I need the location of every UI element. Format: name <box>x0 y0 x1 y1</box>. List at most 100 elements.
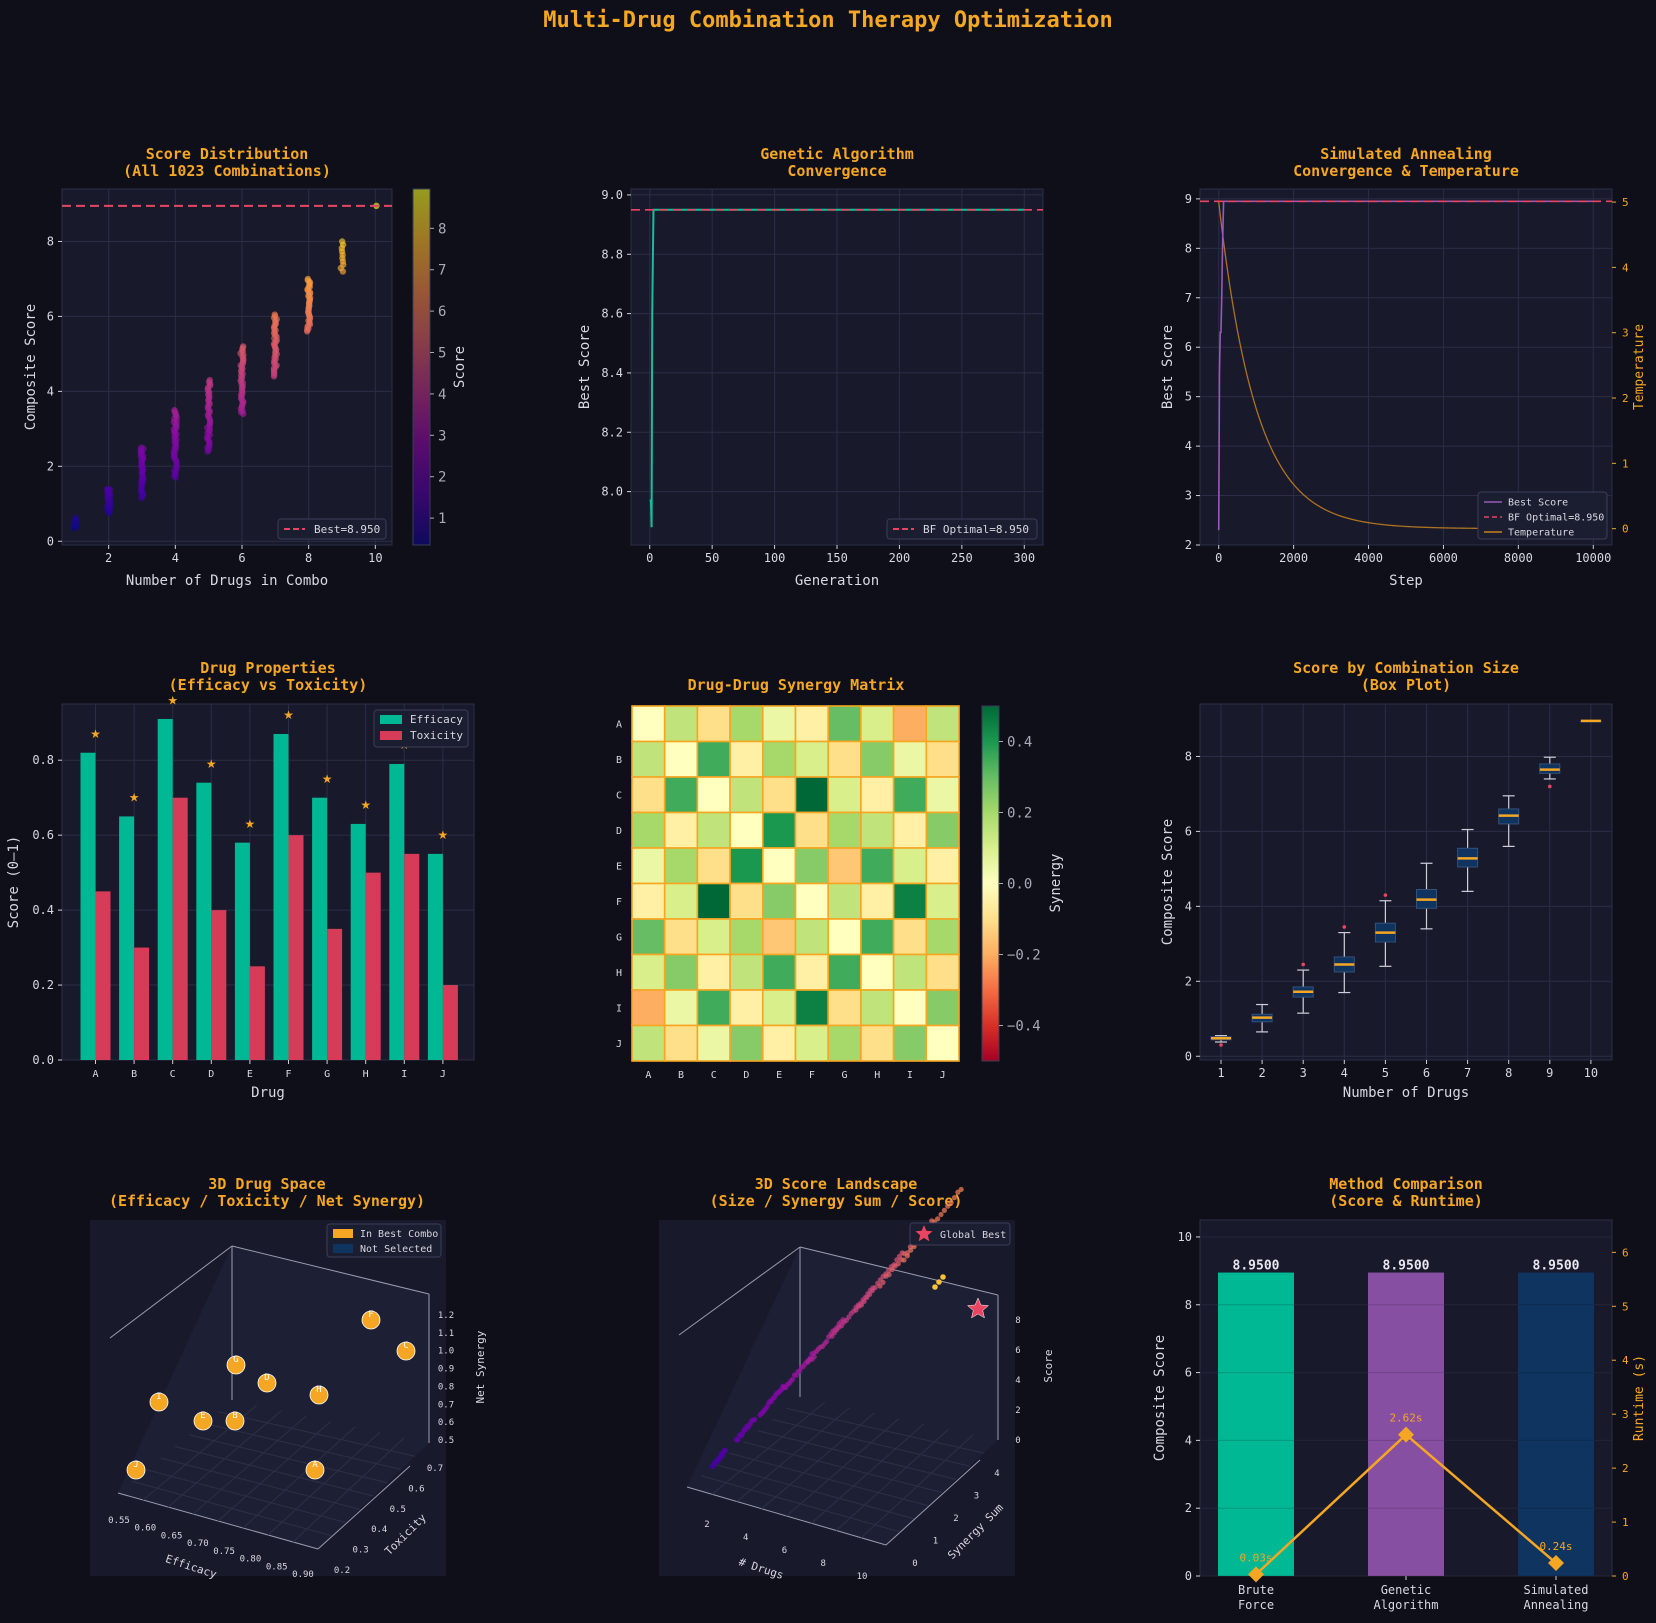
synergy-cell <box>663 811 699 849</box>
synergy-cell <box>925 882 960 920</box>
3d-axis-pane-edge <box>678 1246 801 1336</box>
z-tick-label: 0.9 <box>438 1365 454 1375</box>
legend-label-efficacy: Efficacy <box>410 713 463 726</box>
x-tick-label: 2 <box>704 1520 709 1530</box>
x-tick-label: 0 <box>1215 551 1222 565</box>
runtime-label: 0.24s <box>1539 1540 1572 1553</box>
y-axis-label: Composite Score <box>1160 819 1176 945</box>
synergy-cell <box>925 989 960 1027</box>
legend-label-not-selected: Not Selected <box>360 1244 432 1255</box>
3d-grid-line <box>757 1430 957 1480</box>
x-tick-label: 8000 <box>1504 551 1533 565</box>
row-label: B <box>616 755 622 766</box>
combo-point <box>895 1261 901 1267</box>
synergy-cell <box>663 882 699 920</box>
combo-point <box>932 1284 938 1290</box>
synergy-cell <box>663 1024 699 1062</box>
synergy-cell <box>827 776 862 814</box>
synergy-cell <box>696 882 731 920</box>
synergy-cell <box>827 918 862 956</box>
drug-properties-panel: Drug Properties(Efficacy vs Toxicity) 0.0… <box>6 659 475 1101</box>
3d-grid-line <box>242 1426 356 1529</box>
runtime-marker <box>1398 1426 1414 1443</box>
global-best-marker <box>966 1297 990 1319</box>
synergy-cell <box>729 882 764 920</box>
z-tick-label: 0.7 <box>438 1400 454 1410</box>
synergy-cell <box>860 740 895 778</box>
method-comparison-subtitle: (Score & Runtime) <box>1329 1192 1483 1210</box>
y-axis-label: Synergy <box>1048 853 1064 912</box>
3d-axis-pane-edge <box>317 1465 411 1550</box>
colorbar-tick-label: −0.2 <box>1007 948 1041 964</box>
efficacy-bar <box>312 797 328 1060</box>
synergy-cell <box>892 776 928 814</box>
y-tick-label: 0.4 <box>32 903 54 917</box>
synergy-cell <box>794 953 830 991</box>
x-tick-label: 0.75 <box>213 1547 235 1557</box>
z-tick-label: 1.1 <box>438 1329 454 1339</box>
synergy-cell <box>761 882 797 920</box>
x-tick-label: 8 <box>1505 1066 1512 1080</box>
x-tick-label: 0.55 <box>108 1516 130 1526</box>
score-distribution-title: Score Distribution <box>146 145 309 163</box>
score-bar <box>1518 1272 1594 1576</box>
score-point <box>72 514 79 522</box>
synergy-cell <box>631 740 666 778</box>
synergy-cell <box>761 776 797 814</box>
synergy-cell <box>761 989 797 1027</box>
selected-star-marker: ★ <box>322 772 333 786</box>
y2-tick-label: 3 <box>1622 1408 1629 1421</box>
colorbar-tick-label: 2 <box>438 470 446 486</box>
x-tick-label: E <box>247 1069 253 1080</box>
score-value-label: 8.9500 <box>1233 1259 1280 1274</box>
synergy-cell <box>892 953 928 991</box>
x-tick-label: 4000 <box>1354 551 1383 565</box>
combo-point <box>752 1416 758 1423</box>
toxicity-bar <box>134 947 150 1060</box>
synergy-cell <box>794 740 830 778</box>
drug-point <box>305 1460 325 1480</box>
synergy-cell <box>827 705 862 743</box>
synergy-cell <box>925 776 960 814</box>
x-tick-label: 8 <box>821 1559 826 1569</box>
efficacy-bar <box>119 816 135 1060</box>
figure-title: Multi-Drug Combination Therapy Optimizat… <box>543 8 1113 33</box>
x-tick-label: Annealing <box>1523 1598 1588 1612</box>
x-tick-label: Force <box>1238 1598 1274 1612</box>
x-tick-label: G <box>324 1069 330 1080</box>
x-tick-label: 9 <box>1546 1066 1553 1080</box>
score-by-size-panel: Score by Combination Size(Box Plot) 0 2 4 6 8… <box>1160 659 1613 1101</box>
score-bar <box>1368 1272 1444 1576</box>
x-tick-label: 200 <box>889 551 911 565</box>
x-axis-label: Generation <box>795 573 879 589</box>
combo-point <box>790 1376 796 1382</box>
synergy-cell <box>631 705 666 743</box>
x-tick-label: A <box>92 1069 98 1080</box>
row-label: G <box>616 932 622 943</box>
drug-point-label: H <box>316 1385 321 1395</box>
synergy-cell <box>729 1024 764 1062</box>
drug-point-label: J <box>133 1460 138 1470</box>
colorbar-tick-label: 0.4 <box>1007 735 1032 751</box>
combo-point <box>858 1302 865 1308</box>
synergy-cell <box>794 989 830 1027</box>
score-by-size-title: Score by Combination Size <box>1293 659 1519 677</box>
selected-star-marker: ★ <box>360 798 371 812</box>
x-axis-label: Number of Drugs <box>1343 1085 1469 1101</box>
score-by-size-subtitle: (Box Plot) <box>1361 676 1451 694</box>
3d-axis-pane-edge <box>231 1245 430 1295</box>
drug-properties-subtitle: (Efficacy vs Toxicity) <box>169 676 368 694</box>
synergy-matrix-title: Drug-Drug Synergy Matrix <box>688 676 905 694</box>
x-tick-label: 0.85 <box>266 1562 288 1572</box>
toxicity-bar <box>404 853 420 1060</box>
combo-point <box>936 1279 942 1285</box>
y2-tick-label: 3 <box>1622 327 1629 340</box>
synergy-cell <box>827 1024 862 1062</box>
synergy-cell <box>761 811 797 849</box>
synergy-cell <box>729 776 764 814</box>
synergy-cell <box>631 847 666 885</box>
combo-point <box>951 1195 958 1201</box>
synergy-cell <box>827 847 862 885</box>
drug-point <box>226 1355 246 1375</box>
synergy-cell <box>761 705 797 743</box>
